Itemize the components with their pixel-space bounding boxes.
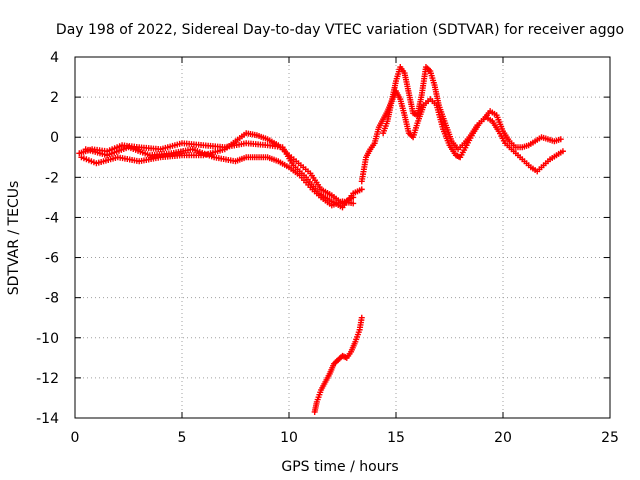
series-track-f	[380, 64, 564, 153]
grid-layer	[75, 57, 610, 418]
y-tick-label: -2	[45, 170, 59, 186]
data-point	[557, 136, 564, 143]
y-tick-label: -6	[45, 251, 59, 267]
y-tick-label: -10	[36, 331, 59, 347]
tick-label-layer: 0 5 10 15 20 25 -14 -12 -10 -8 -6 -4 -2 0 2 4	[36, 50, 619, 446]
data-point	[358, 314, 365, 321]
series-track-c	[82, 144, 357, 209]
data-layer	[76, 64, 566, 415]
series-track-d	[311, 314, 365, 415]
x-tick-label: 20	[494, 430, 512, 446]
tick-layer	[74, 56, 611, 419]
series-track-e	[358, 88, 566, 185]
x-axis-label: GPS time / hours	[281, 459, 398, 475]
x-tick-label: 5	[178, 430, 187, 446]
plot-frame	[74, 56, 611, 419]
y-tick-label: -4	[45, 210, 59, 226]
y-tick-label: 0	[50, 130, 59, 146]
x-tick-label: 0	[71, 430, 80, 446]
data-point	[350, 194, 357, 201]
data-point	[559, 148, 566, 155]
x-tick-label: 10	[280, 430, 298, 446]
series-track-b	[78, 130, 357, 207]
y-axis-label: SDTVAR / TECUs	[6, 181, 22, 296]
data-point	[350, 200, 357, 207]
chart-title: Day 198 of 2022, Sidereal Day-to-day VTE…	[56, 22, 624, 38]
y-tick-label: -14	[36, 411, 59, 427]
x-tick-label: 15	[387, 430, 405, 446]
y-tick-label: -8	[45, 291, 59, 307]
data-point	[358, 186, 365, 193]
y-tick-label: -12	[36, 371, 59, 387]
y-tick-label: 2	[50, 90, 59, 106]
y-tick-label: 4	[50, 50, 59, 66]
x-tick-label: 25	[601, 430, 619, 446]
